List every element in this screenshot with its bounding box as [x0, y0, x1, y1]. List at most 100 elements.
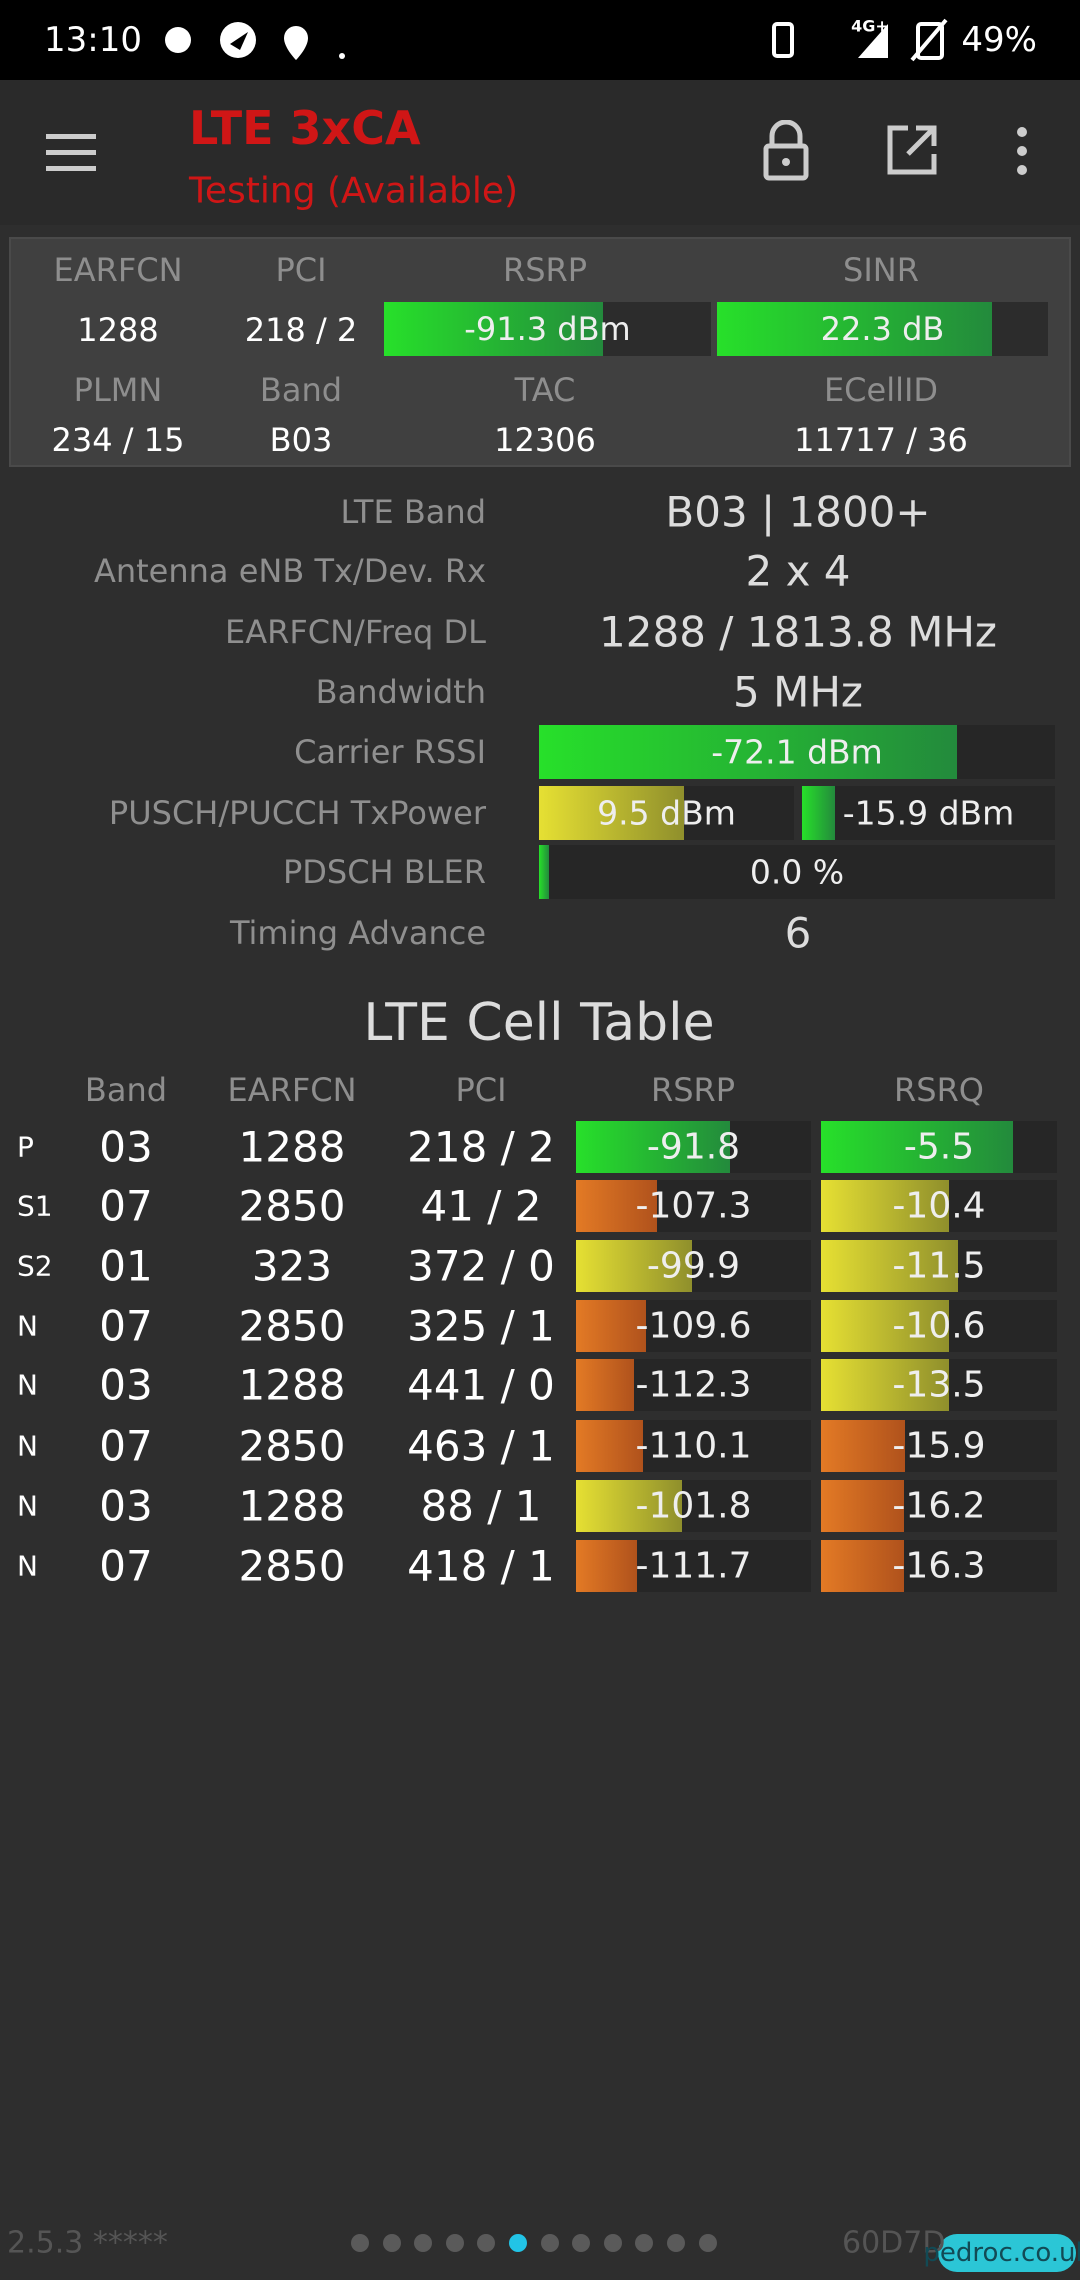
bar-label: -16.3: [892, 1545, 986, 1587]
bar-fill: [821, 1121, 1014, 1173]
bar: [576, 1540, 811, 1592]
cell-band: 03: [99, 1481, 153, 1531]
summary-value: 1288: [77, 311, 159, 349]
cell-pci: 218 / 2: [407, 1122, 555, 1172]
cell-type: N: [17, 1309, 38, 1343]
bar-label: -99.9: [646, 1245, 741, 1287]
detail-value: B03 | 1800+: [665, 487, 931, 537]
bar-label: -107.3: [635, 1185, 752, 1227]
bar-fill: [821, 1480, 905, 1532]
notification-icons: [165, 22, 345, 60]
cell-band: 07: [99, 1301, 153, 1351]
summary-header: Band: [259, 371, 343, 409]
bar-label: 0.0 %: [749, 852, 845, 892]
detail-label: PDSCH BLER: [282, 853, 486, 891]
bar-fill: [576, 1180, 658, 1232]
bar-label: -10.4: [892, 1185, 986, 1227]
detail-label: Carrier RSSI: [294, 733, 486, 771]
cell-band: 01: [99, 1241, 153, 1291]
bar-fill: [821, 1359, 950, 1411]
cell-type: N: [17, 1368, 38, 1402]
bar-fill: [539, 786, 685, 840]
detail-label: EARFCN/Freq DL: [225, 613, 486, 651]
bar-label: -101.8: [635, 1485, 752, 1527]
bar: [821, 1420, 1057, 1472]
cell-pci: 372 / 0: [407, 1241, 555, 1291]
detail-label: Timing Advance: [229, 914, 486, 952]
bar: [821, 1121, 1057, 1173]
cell-earfcn: 323: [251, 1241, 333, 1291]
bar-fill: [576, 1540, 637, 1592]
page-dot: [603, 2234, 622, 2252]
cell-pci: 325 / 1: [407, 1301, 555, 1351]
page-dot: [698, 2234, 717, 2252]
bar-label: 9.5 dBm: [597, 793, 736, 833]
bar: [821, 1480, 1057, 1532]
summary-header: EARFCN: [53, 251, 183, 289]
app-title: LTE 3xCA: [189, 101, 421, 155]
cell-earfcn: 1288: [238, 1481, 346, 1531]
bar-fill: [576, 1121, 730, 1173]
table-header: Band: [84, 1071, 168, 1109]
detail-label: Bandwidth: [315, 673, 486, 711]
summary-header: SINR: [843, 251, 919, 289]
app-subtitle: Testing (Available): [189, 170, 519, 212]
page-dot: [351, 2234, 369, 2252]
time: 13:10: [44, 20, 142, 60]
menu-button[interactable]: [46, 132, 98, 172]
bar: [717, 302, 1048, 356]
cell-earfcn: 1288: [238, 1360, 346, 1410]
bar-fill: [576, 1240, 693, 1292]
summary-value: 11717 / 36: [794, 421, 968, 459]
page-dot: [414, 2234, 433, 2252]
bar-fill: [576, 1480, 682, 1532]
page-dot: [572, 2234, 591, 2252]
bar: [821, 1300, 1057, 1352]
summary-value: 218 / 2: [244, 311, 358, 349]
lock-button[interactable]: [762, 120, 810, 182]
bar-fill: [384, 302, 604, 356]
cell-band: 07: [99, 1541, 153, 1591]
bar: [539, 786, 794, 840]
detail-label: PUSCH/PUCCH TxPower: [108, 794, 486, 832]
bar-fill: [821, 1540, 905, 1592]
bar-fill: [576, 1300, 646, 1352]
cell-earfcn: 2850: [238, 1541, 346, 1591]
bar-label: -72.1 dBm: [711, 732, 883, 772]
network-type: 4G+: [851, 16, 889, 36]
bar-fill: [717, 302, 992, 356]
watermark-pill: [938, 2234, 1076, 2272]
page-dot: [635, 2234, 654, 2252]
bar-label: -110.1: [635, 1425, 752, 1467]
bar-fill: [802, 786, 835, 840]
bar: [539, 725, 1055, 779]
app-bar: [0, 80, 1080, 225]
share-button[interactable]: [886, 124, 938, 176]
cell-band: 03: [99, 1122, 153, 1172]
bar: [821, 1359, 1057, 1411]
cell-earfcn: 2850: [238, 1421, 346, 1471]
table-header: RSRP: [650, 1071, 736, 1109]
page-dot: [667, 2234, 685, 2252]
bar-label: -5.5: [903, 1126, 975, 1168]
cell-type: P: [17, 1130, 34, 1164]
bar-label: -10.6: [892, 1305, 986, 1347]
watermark: pedroc.co.uk: [923, 2238, 1080, 2268]
bar: [576, 1300, 811, 1352]
page-dot: [382, 2234, 401, 2252]
detail-value: 1288 / 1813.8 MHz: [599, 607, 997, 657]
system-icons: [772, 18, 948, 62]
status-bar: [0, 0, 1080, 80]
detail-label: LTE Band: [340, 493, 486, 531]
bar: [576, 1240, 811, 1292]
bar: [821, 1180, 1057, 1232]
bar-fill: [539, 725, 957, 779]
bar-label: 22.3 dB: [820, 310, 945, 348]
page-dot: [540, 2234, 559, 2252]
bar: [539, 845, 1055, 899]
bar-label: -16.2: [892, 1485, 986, 1527]
bar: [576, 1420, 811, 1472]
more-button[interactable]: [1012, 126, 1032, 176]
summary-header: PLMN: [73, 371, 163, 409]
